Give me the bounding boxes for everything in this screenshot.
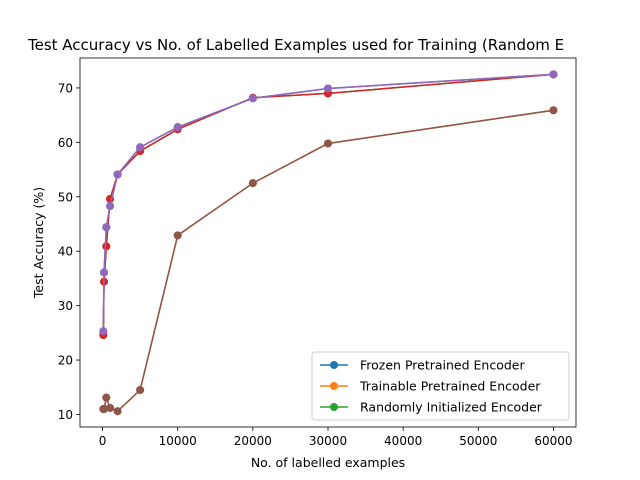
x-tick-label: 30000 <box>309 434 347 448</box>
data-point <box>113 170 122 179</box>
data-point <box>549 106 558 115</box>
series-line <box>102 73 554 332</box>
y-tick-label: 10 <box>58 408 73 422</box>
legend-label: Randomly Initialized Encoder <box>360 400 543 415</box>
x-tick-label: 60000 <box>534 434 572 448</box>
legend-marker <box>330 382 338 390</box>
legend-box <box>311 351 570 421</box>
y-tick-label: 20 <box>58 354 73 368</box>
x-tick-label: 50000 <box>459 434 497 448</box>
data-point <box>106 202 115 211</box>
data-point <box>248 94 257 103</box>
legend-marker <box>330 403 338 411</box>
legend: Frozen Pretrained Encoder Trainable Pretr… <box>311 351 570 421</box>
data-point <box>100 405 109 414</box>
series-5 <box>99 106 558 416</box>
y-tick-label: 40 <box>58 245 73 259</box>
data-point <box>99 327 108 336</box>
data-point <box>136 143 145 152</box>
x-tick-label: 0 <box>99 434 107 448</box>
data-point <box>106 403 115 412</box>
y-tick-label: 30 <box>58 299 73 313</box>
data-point <box>100 268 109 277</box>
data-point <box>136 385 145 394</box>
y-axis-title: Test Accuracy (%) <box>31 187 46 299</box>
plot-frame <box>79 57 577 428</box>
legend-label: Trainable Pretrained Encoder <box>359 379 541 394</box>
y-tick-label: 60 <box>58 136 73 150</box>
legend-label: Frozen Pretrained Encoder <box>360 358 525 373</box>
chart-title: Test Accuracy vs No. of Labelled Example… <box>27 36 564 54</box>
x-tick-label: 10000 <box>159 434 197 448</box>
data-point <box>324 84 332 93</box>
data-point <box>173 123 182 132</box>
data-point <box>549 70 558 79</box>
series-4 <box>99 70 558 336</box>
data-point <box>102 223 111 232</box>
y-tick-label: 70 <box>58 81 73 95</box>
x-tick-label: 40000 <box>384 434 422 448</box>
data-point <box>248 179 257 188</box>
y-tick-label: 50 <box>58 190 73 204</box>
data-point <box>102 393 111 402</box>
x-axis-title: No. of labelled examples <box>251 455 405 470</box>
data-point <box>173 231 182 240</box>
data-point <box>102 242 111 251</box>
x-tick-label: 20000 <box>234 434 272 448</box>
axes-layer: 0 10000 20000 30000 40000 50000 60000 10 20 30 40 5… <box>58 57 577 448</box>
series-layer <box>99 70 558 416</box>
data-point <box>113 407 122 416</box>
legend-marker <box>330 361 338 369</box>
series-line <box>103 109 554 412</box>
data-point <box>324 139 332 148</box>
